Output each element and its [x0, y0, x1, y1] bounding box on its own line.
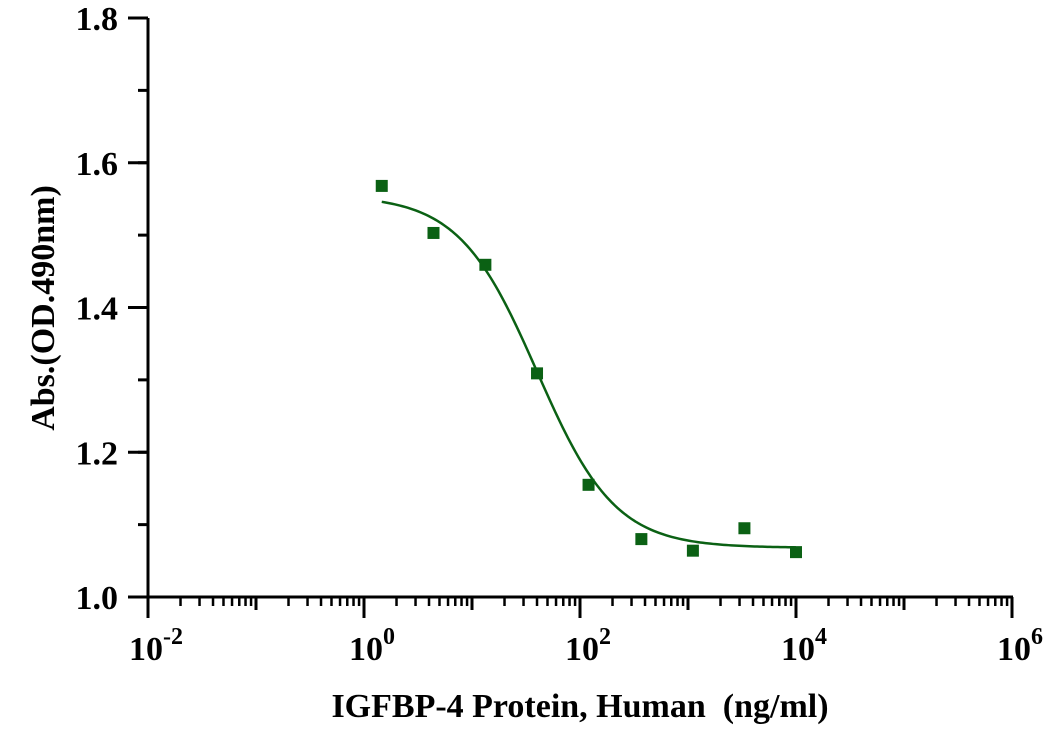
data-point — [686, 544, 699, 557]
data-point — [531, 367, 544, 380]
x-tick-label-base: 10 — [565, 631, 599, 668]
x-tick-label-exponent: -2 — [163, 624, 183, 650]
x-axis-title: IGFBP-4 Protein, Human (ng/ml) — [331, 688, 828, 725]
x-axis: 10-2 100 102 104 106 — [129, 595, 1043, 668]
x-tick-label-exponent: 0 — [383, 624, 395, 650]
x-tick-label: 102 — [565, 624, 611, 668]
x-tick-label-base: 10 — [129, 631, 163, 668]
y-tick-label: 1.8 — [76, 1, 119, 38]
x-tick-label-base: 10 — [997, 631, 1031, 668]
x-tick-label-exponent: 2 — [599, 624, 611, 650]
x-tick-label: 104 — [781, 624, 827, 668]
y-tick-label: 1.2 — [76, 435, 119, 472]
y-axis-title: Abs.(OD.490nm) — [25, 185, 62, 431]
data-point — [479, 258, 492, 271]
x-tick-label: 106 — [997, 624, 1043, 668]
x-tick-label: 10-2 — [129, 624, 183, 668]
x-tick-label-exponent: 6 — [1031, 624, 1043, 650]
data-point — [790, 546, 802, 559]
x-tick-label: 100 — [349, 624, 395, 668]
y-axis: 1.0 1.2 1.4 1.6 1.8 — [76, 1, 150, 617]
y-tick-label: 1.4 — [76, 291, 119, 328]
data-point — [635, 533, 648, 546]
data-point — [738, 522, 751, 535]
x-tick-label-base: 10 — [349, 631, 383, 668]
data-point — [427, 226, 440, 239]
data-point — [375, 179, 388, 192]
y-tick-label: 1.0 — [76, 580, 119, 617]
fit-curve — [381, 200, 797, 549]
data-point — [582, 478, 595, 491]
y-tick-label: 1.6 — [76, 146, 119, 183]
x-tick-label-exponent: 4 — [815, 624, 827, 650]
x-tick-label-base: 10 — [781, 631, 815, 668]
